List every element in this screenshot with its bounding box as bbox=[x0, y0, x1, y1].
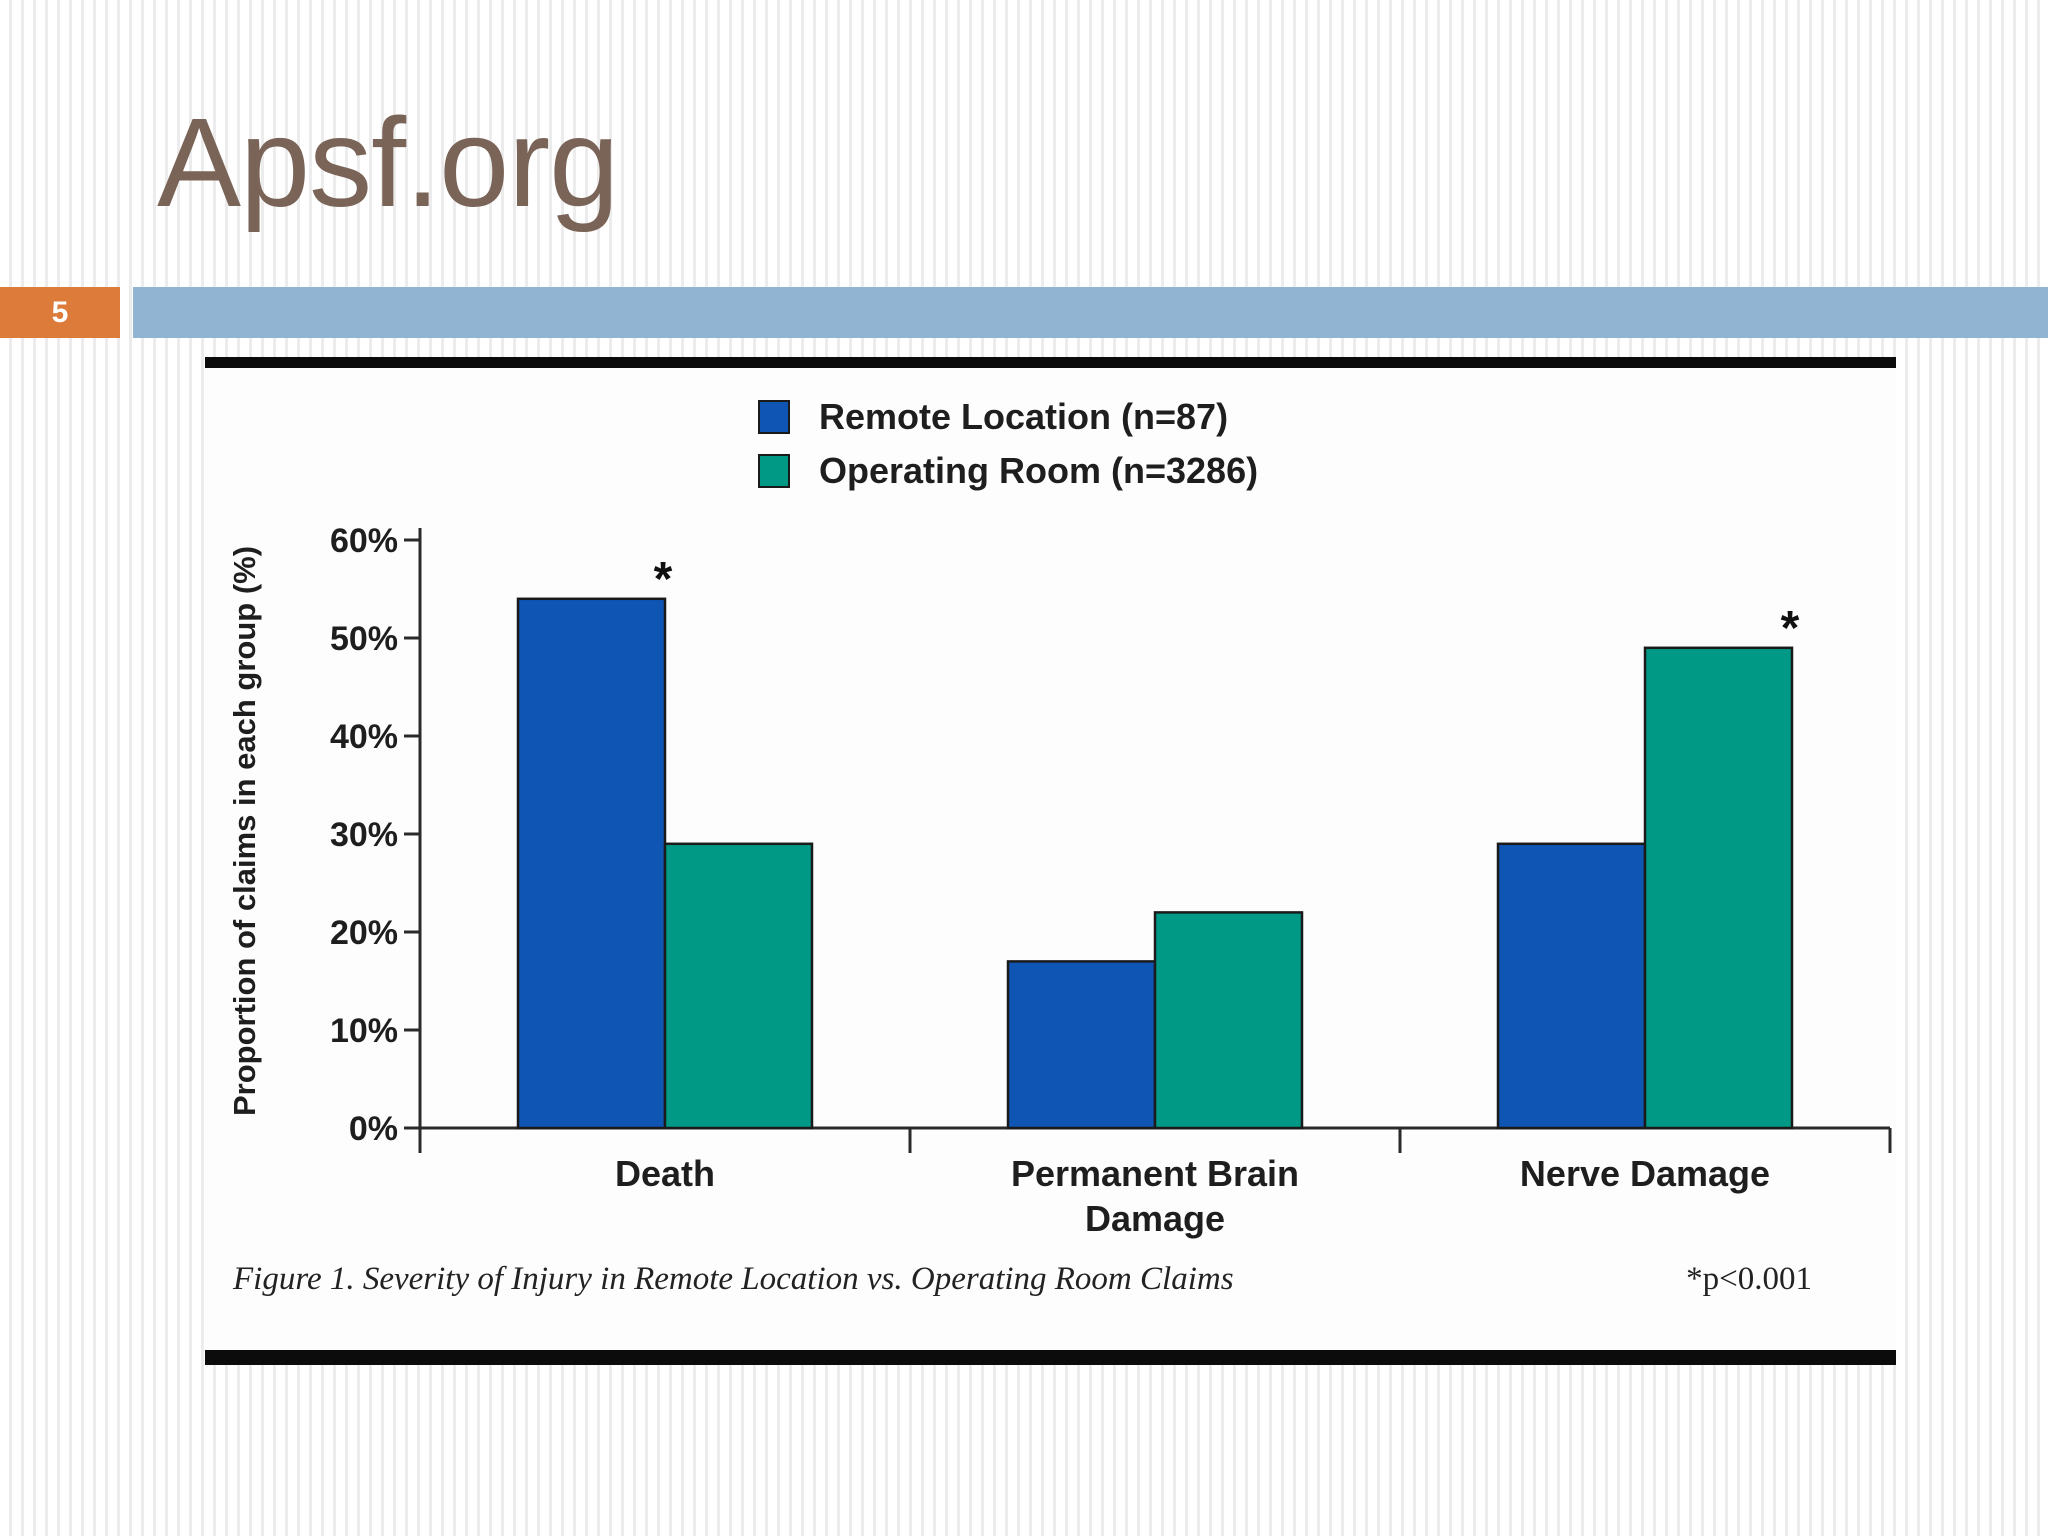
bar-or-1 bbox=[1153, 911, 1304, 1130]
bar-remote-0 bbox=[516, 597, 667, 1130]
y-tick-label: 40% bbox=[330, 718, 398, 756]
title-divider-band bbox=[133, 287, 2048, 338]
bar-remote-2 bbox=[1496, 842, 1647, 1130]
chart-bars: ** bbox=[516, 553, 1800, 1130]
figure-panel: Remote Location (n=87) Operating Room (n=… bbox=[205, 357, 1896, 1365]
slide-number-badge: 5 bbox=[0, 287, 120, 338]
y-tick-label: 20% bbox=[330, 914, 398, 952]
x-category-label: Permanent Brain bbox=[1011, 1153, 1299, 1194]
y-tick-label: 0% bbox=[349, 1110, 398, 1148]
y-tick-label: 30% bbox=[330, 816, 398, 854]
significance-asterisk: * bbox=[654, 553, 673, 606]
y-tick-label: 50% bbox=[330, 620, 398, 658]
figure-caption: Figure 1. Severity of Injury in Remote L… bbox=[232, 1261, 1234, 1297]
chart-axes: 0% 10% 20% 30% 40% 50% 60% bbox=[330, 522, 1892, 1153]
figure-bottom-rule bbox=[205, 1350, 1896, 1365]
y-tick-label: 60% bbox=[330, 522, 398, 560]
slide-title: Apsf.org bbox=[157, 92, 619, 233]
significance-footnote: *p<0.001 bbox=[1686, 1261, 1812, 1297]
legend-label-0: Remote Location (n=87) bbox=[819, 396, 1228, 437]
injury-severity-chart: Remote Location (n=87) Operating Room (n=… bbox=[205, 357, 1896, 1365]
bar-or-0 bbox=[663, 842, 814, 1130]
y-tick-label: 10% bbox=[330, 1012, 398, 1050]
x-category-label: Damage bbox=[1085, 1198, 1225, 1239]
chart-legend: Remote Location (n=87) Operating Room (n=… bbox=[758, 396, 1258, 491]
x-category-label: Death bbox=[615, 1153, 715, 1194]
legend-swatch-1 bbox=[758, 454, 790, 488]
bar-or-2 bbox=[1643, 646, 1794, 1130]
bar-remote-1 bbox=[1006, 960, 1157, 1130]
x-category-label: Nerve Damage bbox=[1520, 1153, 1770, 1194]
legend-label-1: Operating Room (n=3286) bbox=[819, 450, 1258, 491]
legend-swatch-0 bbox=[758, 400, 790, 434]
figure-top-rule bbox=[205, 357, 1896, 368]
slide-number: 5 bbox=[51, 295, 69, 329]
y-axis-label: Proportion of claims in each group (%) bbox=[227, 546, 262, 1116]
significance-asterisk: * bbox=[1781, 602, 1800, 655]
